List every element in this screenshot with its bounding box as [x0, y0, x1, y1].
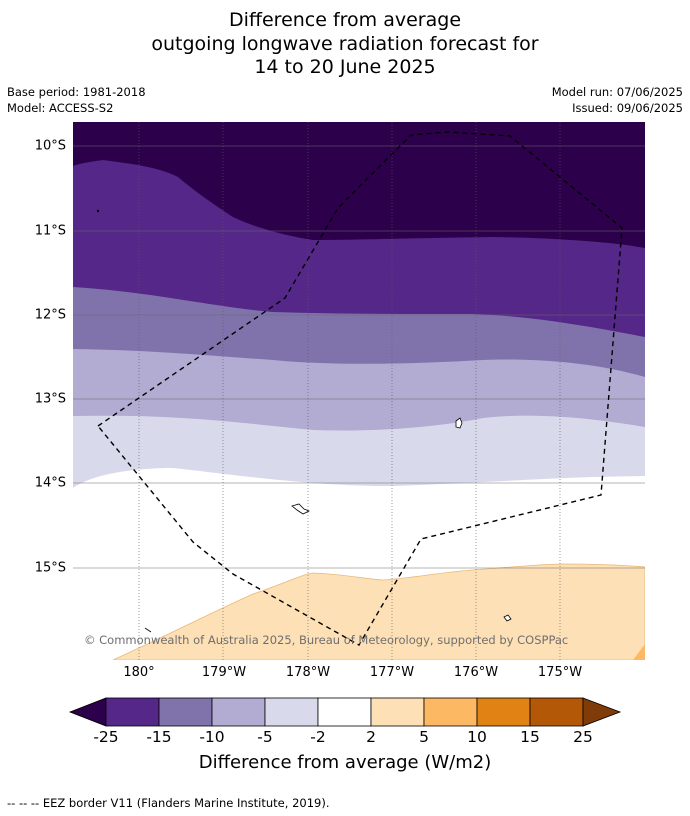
lat-label: 12°S [34, 307, 66, 323]
lon-label: 179°W [201, 665, 247, 680]
islands [96, 209, 512, 633]
title-line-3: 14 to 20 June 2025 [254, 56, 436, 78]
colorbar-bin [264, 697, 319, 727]
band-below-minus-25 [73, 122, 645, 248]
colorbar-tick: -2 [310, 728, 326, 746]
title-line-1: Difference from average [228, 9, 462, 31]
colorbar-extend-high [582, 697, 622, 727]
colorbar-bin [211, 697, 266, 727]
lat-label: 13°S [34, 391, 66, 407]
colorbar-tick: -25 [93, 728, 119, 746]
island-2 [291, 503, 310, 515]
island-4 [144, 627, 152, 633]
island-5 [96, 209, 100, 213]
model-name: Model: ACCESS-S2 [7, 101, 114, 115]
colorbar-bin [105, 697, 160, 727]
colorbar-bin [317, 697, 372, 727]
lat-label: 10°S [34, 138, 66, 154]
lon-label: 178°W [285, 665, 331, 680]
lon-label: 177°W [369, 665, 415, 680]
lon-label: 176°W [453, 665, 499, 680]
title-line-2: outgoing longwave radiation forecast for [151, 33, 539, 55]
olr-anomaly-map [73, 122, 645, 660]
issued-date: Issued: 09/06/2025 [572, 101, 683, 115]
copyright-notice: © Commonwealth of Australia 2025, Bureau… [84, 633, 569, 647]
colorbar-bin [158, 697, 213, 727]
colorbar-tick: 10 [467, 728, 487, 746]
band-5-to-10 [633, 644, 645, 660]
colorbar-bin [423, 697, 478, 727]
colorbar-bin [370, 697, 425, 727]
colorbar-tick: 5 [419, 728, 429, 746]
colorbar-tick: 15 [520, 728, 540, 746]
base-period: Base period: 1981-2018 [7, 85, 146, 99]
colorbar-bin [476, 697, 531, 727]
colorbar-tick: -10 [199, 728, 225, 746]
colorbar-tick: 2 [366, 728, 376, 746]
eez-legend: -- -- -- EEZ border V11 (Flanders Marine… [7, 796, 330, 810]
model-run: Model run: 07/06/2025 [551, 85, 683, 99]
lon-label: 175°W [537, 665, 583, 680]
island-3 [503, 614, 512, 622]
island-1 [455, 417, 463, 429]
colorbar-tick: -15 [146, 728, 172, 746]
colorbar-tick: 25 [573, 728, 593, 746]
colorbar-tick: -5 [257, 728, 273, 746]
lat-label: 11°S [34, 223, 66, 239]
lon-label: 180° [123, 665, 155, 680]
lat-label: 15°S [34, 560, 66, 576]
lat-label: 14°S [34, 475, 66, 491]
eez-border [97, 131, 623, 646]
colorbar-label: Difference from average (W/m2) [198, 752, 492, 773]
colorbar-bin [529, 697, 584, 727]
graticule [73, 145, 645, 569]
colorbar-extend-low [68, 697, 107, 727]
map-panel [73, 122, 645, 660]
